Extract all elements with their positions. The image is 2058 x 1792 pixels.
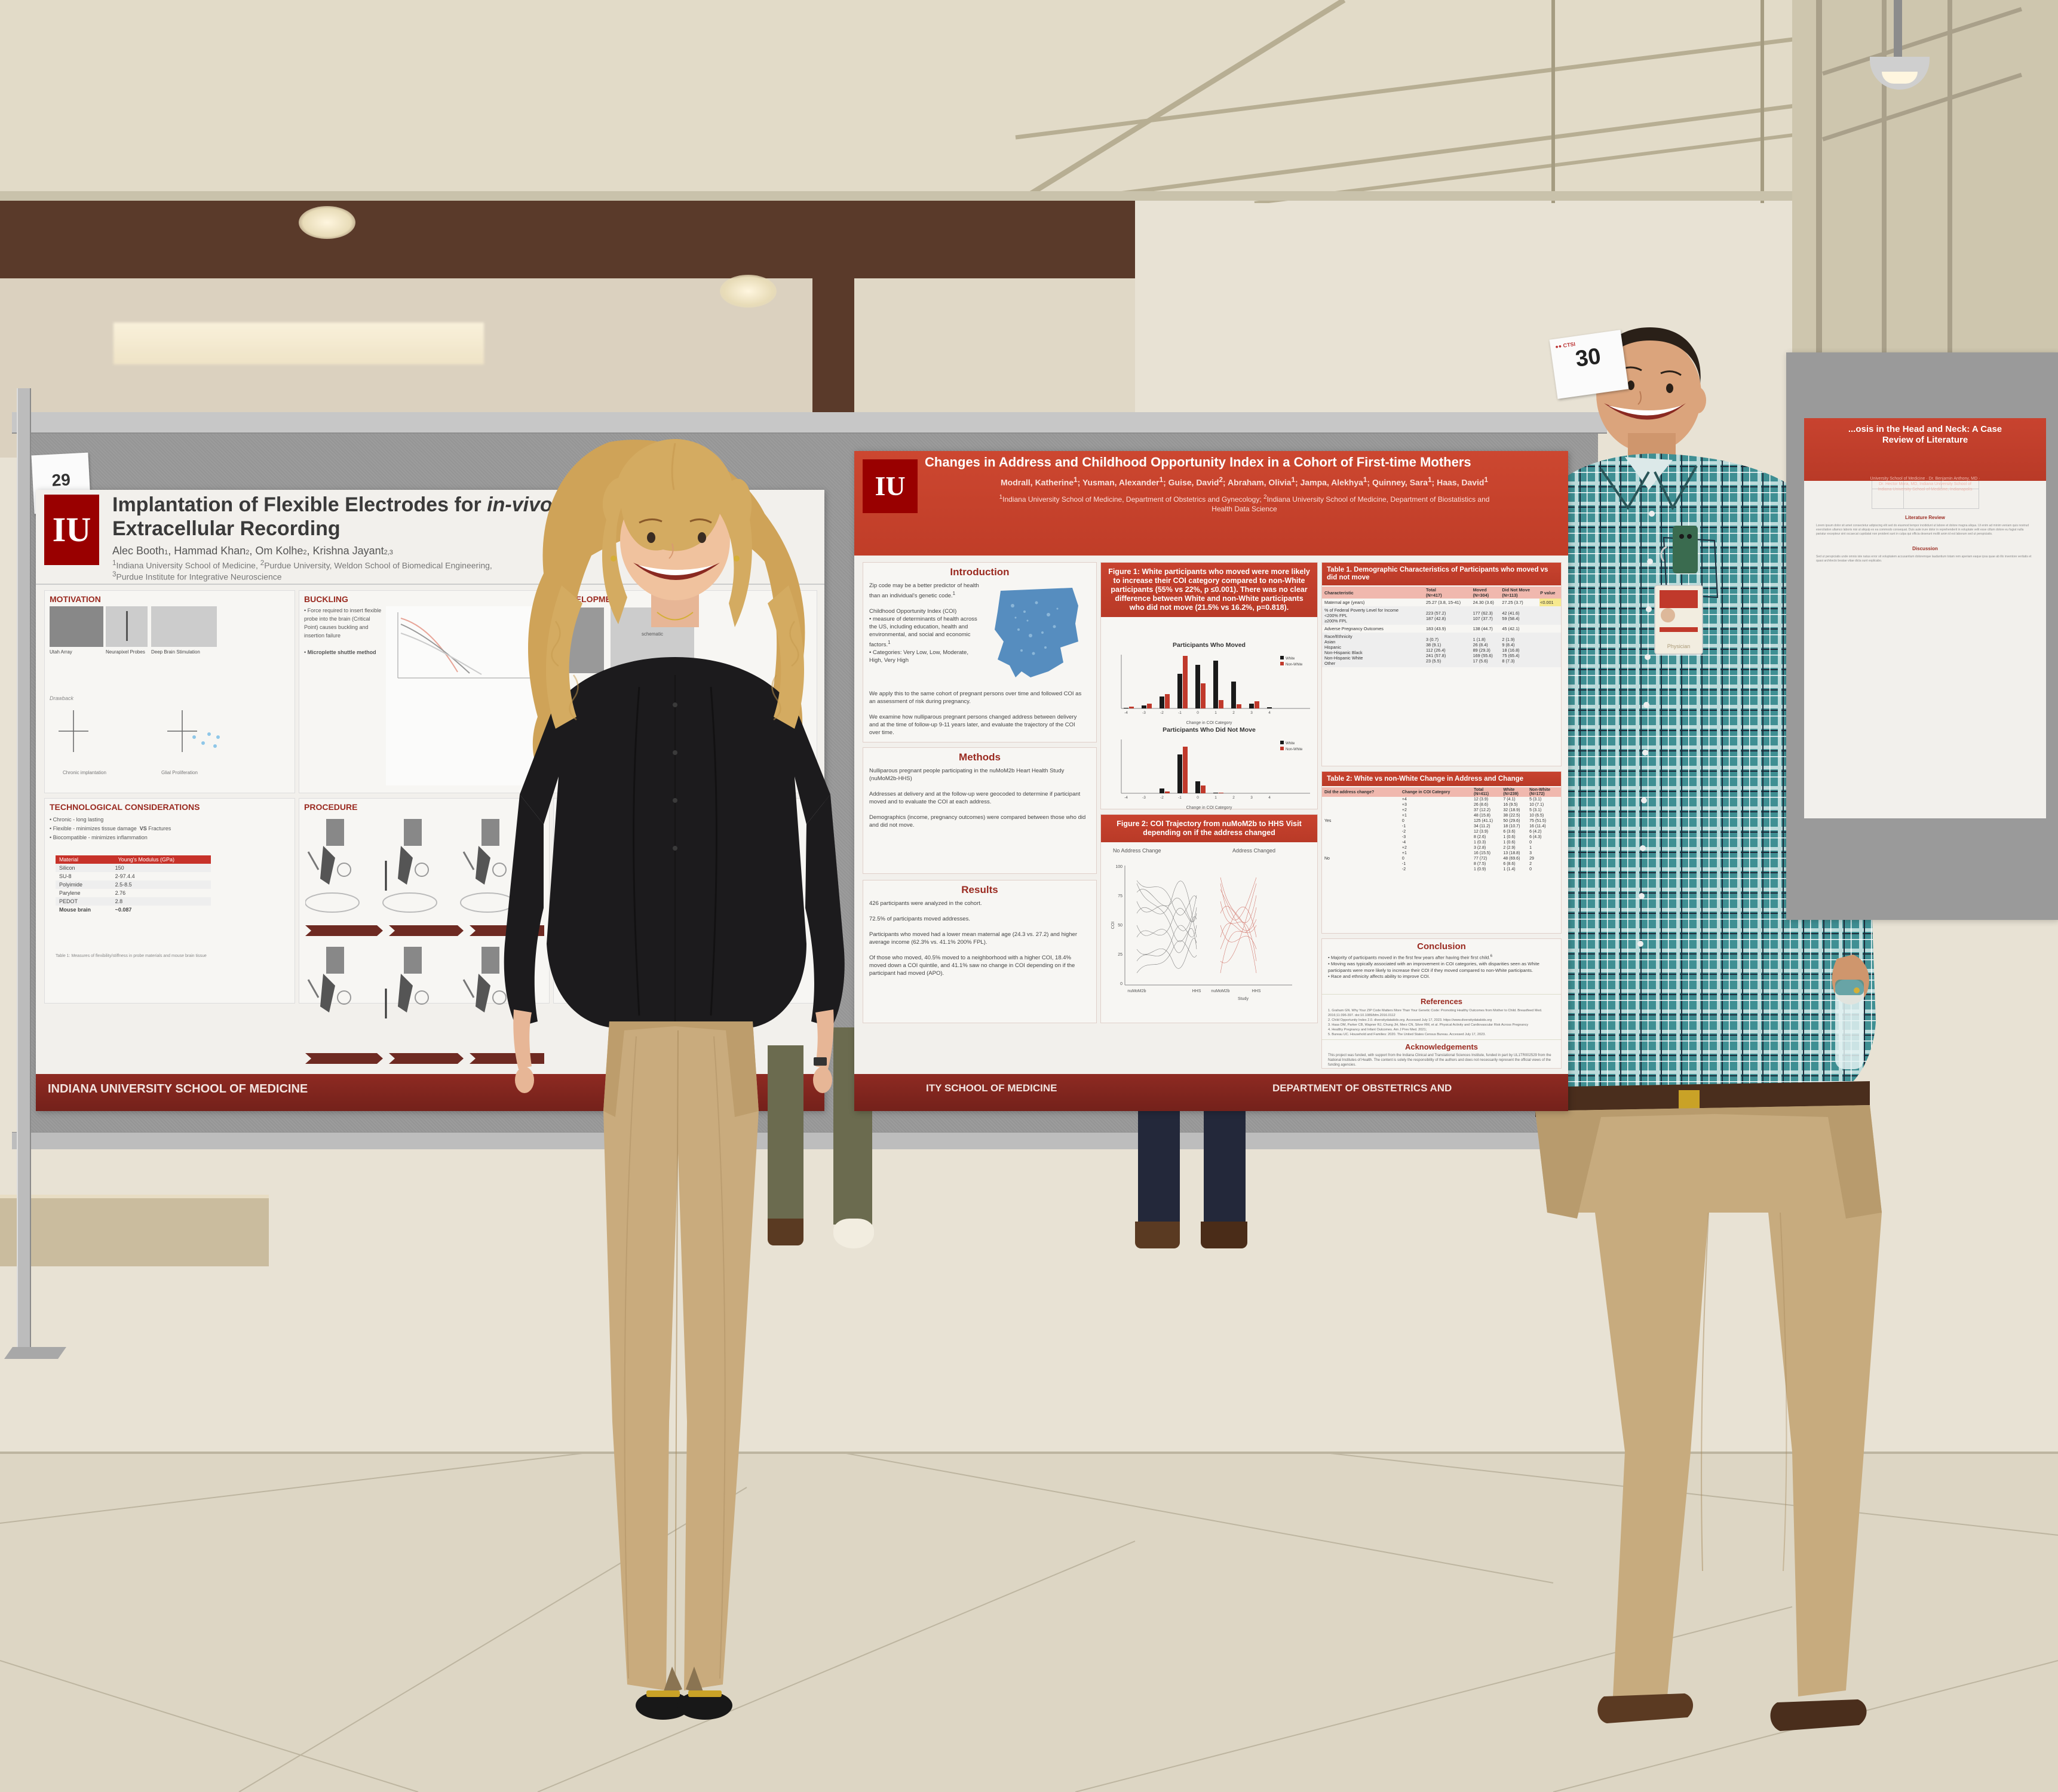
svg-text:-1: -1	[1178, 711, 1182, 715]
svg-text:0: 0	[1197, 711, 1199, 715]
svg-text:-2: -2	[1160, 796, 1164, 800]
svg-text:4: 4	[1268, 711, 1271, 715]
svg-text:50: 50	[1118, 923, 1122, 928]
svg-text:25: 25	[1118, 953, 1122, 957]
svg-text:Physician: Physician	[1667, 643, 1691, 649]
svg-text:White: White	[1286, 657, 1295, 661]
svg-text:2: 2	[1232, 711, 1235, 715]
svg-text:White: White	[1286, 742, 1295, 745]
svg-text:3: 3	[1250, 711, 1253, 715]
svg-text:75: 75	[1118, 894, 1122, 898]
svg-text:2: 2	[1232, 796, 1235, 800]
svg-text:-3: -3	[1142, 711, 1146, 715]
svg-text:0: 0	[1197, 796, 1199, 800]
svg-text:-4: -4	[1124, 711, 1128, 715]
svg-text:-3: -3	[1142, 796, 1146, 800]
svg-text:1: 1	[1214, 711, 1217, 715]
svg-text:nuMoM2b: nuMoM2b	[1211, 989, 1229, 993]
svg-text:Non-White: Non-White	[1286, 663, 1303, 667]
svg-text:Study: Study	[1238, 997, 1249, 1001]
svg-text:HHS: HHS	[1252, 989, 1261, 993]
svg-text:-2: -2	[1160, 711, 1164, 715]
svg-text:-4: -4	[1124, 796, 1128, 800]
svg-text:100: 100	[1115, 865, 1122, 869]
svg-text:Non-White: Non-White	[1286, 748, 1303, 751]
svg-text:COI: COI	[1111, 922, 1115, 929]
svg-text:-1: -1	[1178, 796, 1182, 800]
svg-text:nuMoM2b: nuMoM2b	[1127, 989, 1146, 993]
svg-text:0: 0	[1120, 982, 1122, 986]
svg-text:HHS: HHS	[1192, 989, 1201, 993]
svg-text:1: 1	[1214, 796, 1217, 800]
svg-text:3: 3	[1250, 796, 1253, 800]
svg-text:4: 4	[1268, 796, 1271, 800]
